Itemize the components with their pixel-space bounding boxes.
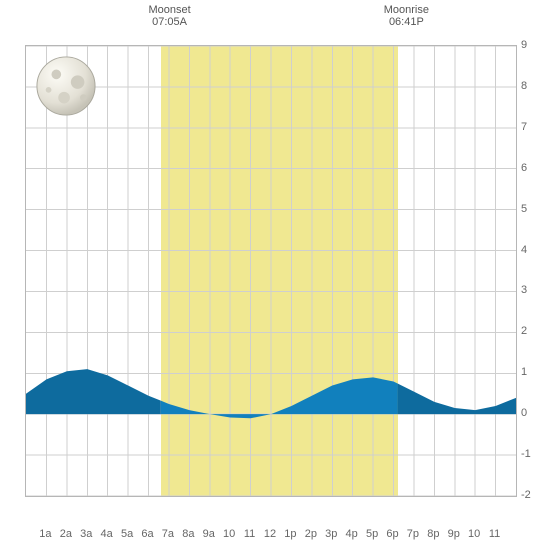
y-tick-label: 4	[521, 244, 539, 256]
x-tick-label: 11	[244, 528, 255, 540]
x-tick-label: 12	[264, 528, 276, 540]
x-tick-label: 5a	[121, 528, 133, 540]
x-tick-label: 2a	[60, 528, 72, 540]
x-tick-label: 7a	[162, 528, 174, 540]
x-tick-label: 1a	[39, 528, 51, 540]
x-tick-label: 9p	[448, 528, 460, 540]
x-tick-label: 3p	[325, 528, 337, 540]
moon-phase-icon	[35, 55, 97, 117]
y-tick-label: 1	[521, 366, 539, 378]
y-tick-label: 0	[521, 407, 539, 419]
plot-area	[25, 45, 517, 497]
x-tick-label: 8a	[182, 528, 194, 540]
x-tick-label: 10	[468, 528, 480, 540]
x-tick-label: 4a	[101, 528, 113, 540]
x-tick-label: 6p	[386, 528, 398, 540]
y-tick-label: -2	[521, 489, 539, 501]
y-tick-label: -1	[521, 448, 539, 460]
x-tick-label: 7p	[407, 528, 419, 540]
tide-curve	[26, 46, 516, 496]
x-tick-label: 9a	[203, 528, 215, 540]
x-tick-label: 10	[223, 528, 235, 540]
x-tick-label: 8p	[427, 528, 439, 540]
moonrise-label-group: Moonrise 06:41P	[384, 4, 429, 28]
x-tick-label: 6a	[141, 528, 153, 540]
x-tick-label: 4p	[346, 528, 358, 540]
y-tick-label: 3	[521, 284, 539, 296]
x-tick-label: 3a	[80, 528, 92, 540]
x-tick-label: 11	[489, 528, 500, 540]
moonrise-label: Moonrise	[384, 4, 429, 16]
y-tick-label: 8	[521, 80, 539, 92]
x-tick-label: 1p	[284, 528, 296, 540]
moonset-label: Moonset	[148, 4, 190, 16]
moonset-label-group: Moonset 07:05A	[148, 4, 190, 28]
y-tick-label: 7	[521, 121, 539, 133]
x-tick-label: 5p	[366, 528, 378, 540]
y-tick-label: 9	[521, 39, 539, 51]
y-tick-label: 6	[521, 162, 539, 174]
moonset-time: 07:05A	[148, 16, 190, 28]
x-tick-label: 2p	[305, 528, 317, 540]
tide-chart: Moonset 07:05A Moonrise 06:41P -2-101234…	[0, 0, 550, 550]
moonrise-time: 06:41P	[384, 16, 429, 28]
y-tick-label: 2	[521, 325, 539, 337]
y-tick-label: 5	[521, 203, 539, 215]
